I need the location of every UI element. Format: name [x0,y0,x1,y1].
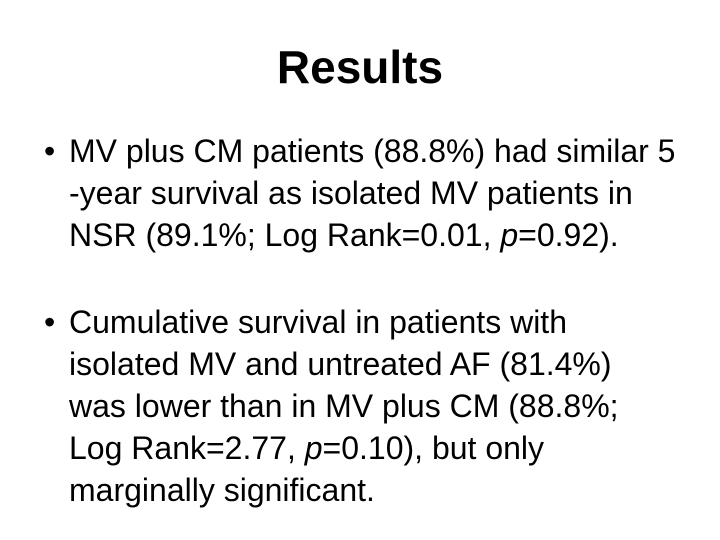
bullet-icon: • [44,304,56,340]
text-segment: =0.92). [518,217,619,253]
text-line: marginally significant. [69,469,700,511]
text-segment: NSR (89.1%; Log Rank=0.01, [69,217,501,253]
bullet-list: • MV plus CM patients (88.8%) had similar… [0,130,720,511]
text-line: NSR (89.1%; Log Rank=0.01, p=0.92). [69,214,700,256]
bullet-item: • MV plus CM patients (88.8%) had similar… [0,130,720,256]
text-segment: -year survival as isolated MV patients i… [69,175,633,211]
text-segment: MV plus CM patients (88.8%) had similar … [69,133,676,169]
p-value-symbol: p [500,217,519,253]
bullet-icon: • [44,133,56,169]
text-line: Log Rank=2.77, p=0.10), but only [69,427,700,469]
text-segment: isolated MV and untreated AF (81.4%) [69,346,612,382]
text-line: isolated MV and untreated AF (81.4%) [69,343,700,385]
text-segment: Cumulative survival in patients with [69,304,567,340]
text-segment: marginally significant. [69,472,375,508]
text-segment: =0.10), but only [322,430,545,466]
p-value-symbol: p [304,430,323,466]
text-line: was lower than in MV plus CM (88.8%; [69,385,700,427]
text-segment: was lower than in MV plus CM (88.8%; [69,388,619,424]
slide-title: Results [276,41,444,93]
text-segment: Log Rank=2.77, [69,430,305,466]
text-line: -year survival as isolated MV patients i… [69,172,700,214]
text-line: Cumulative survival in patients with [69,301,700,343]
text-line: MV plus CM patients (88.8%) had similar … [69,130,700,172]
bullet-item: • Cumulative survival in patients with iso… [0,301,720,511]
